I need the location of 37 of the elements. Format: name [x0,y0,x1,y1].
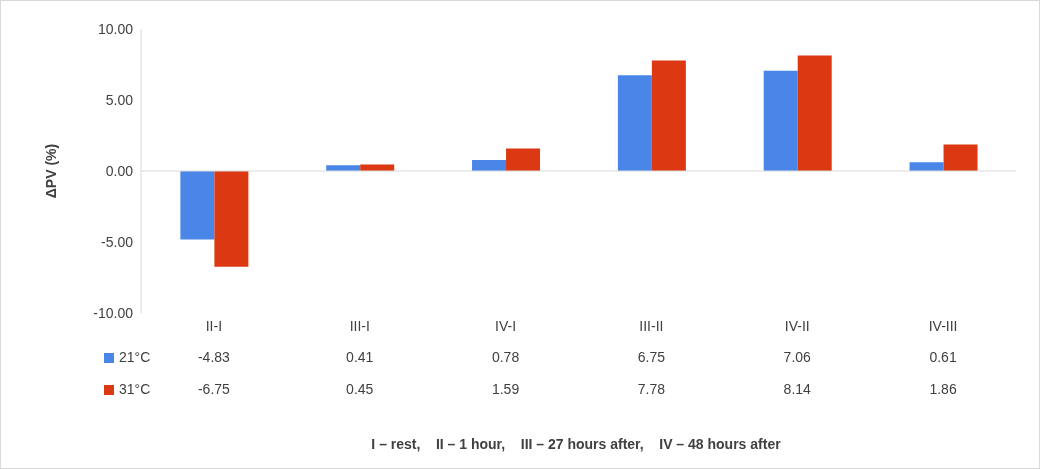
bar [763,70,798,171]
data-label: -4.83 [197,349,230,365]
data-label: 0.78 [490,349,521,365]
bar [180,171,215,240]
bar [617,75,652,171]
x-tick-label: IV-III [928,317,958,334]
x-tick-label: III-I [349,317,370,334]
data-label: 0.61 [928,349,958,365]
bar [943,144,978,171]
y-axis-title: ΔPV (%) [42,143,59,199]
data-label: -6.75 [197,381,230,397]
bar [214,171,249,267]
bar [472,159,507,171]
x-tick-label: III-II [639,317,664,334]
y-tick-label: 10.00 [97,20,134,37]
data-label: 0.41 [345,349,375,365]
data-label: 0.45 [345,381,375,397]
bar [909,162,944,171]
text: I – rest, II – 1 hour, III – 27 hours after, IV – 48 hours after [370,436,782,452]
y-tick-label: -10.00 [93,304,134,321]
legend-label: 31°C [119,381,151,397]
y-tick-label: 5.00 [105,91,134,108]
y-tick-label: 0.00 [105,162,134,179]
data-label: 7.78 [636,381,667,397]
y-tick-label: -5.00 [101,233,134,250]
legend-label: 21°C [119,349,151,365]
data-label: 1.59 [490,381,521,397]
x-tick-label: II-I [205,317,223,334]
data-label: 8.14 [782,381,812,397]
data-label: 7.06 [782,349,812,365]
bar [651,60,686,171]
x-tick-label: IV-II [784,317,810,334]
bar [797,55,832,171]
data-label: 1.86 [928,381,958,397]
data-label: 6.75 [636,349,667,365]
bar [506,148,541,171]
x-tick-label: IV-I [495,317,517,334]
